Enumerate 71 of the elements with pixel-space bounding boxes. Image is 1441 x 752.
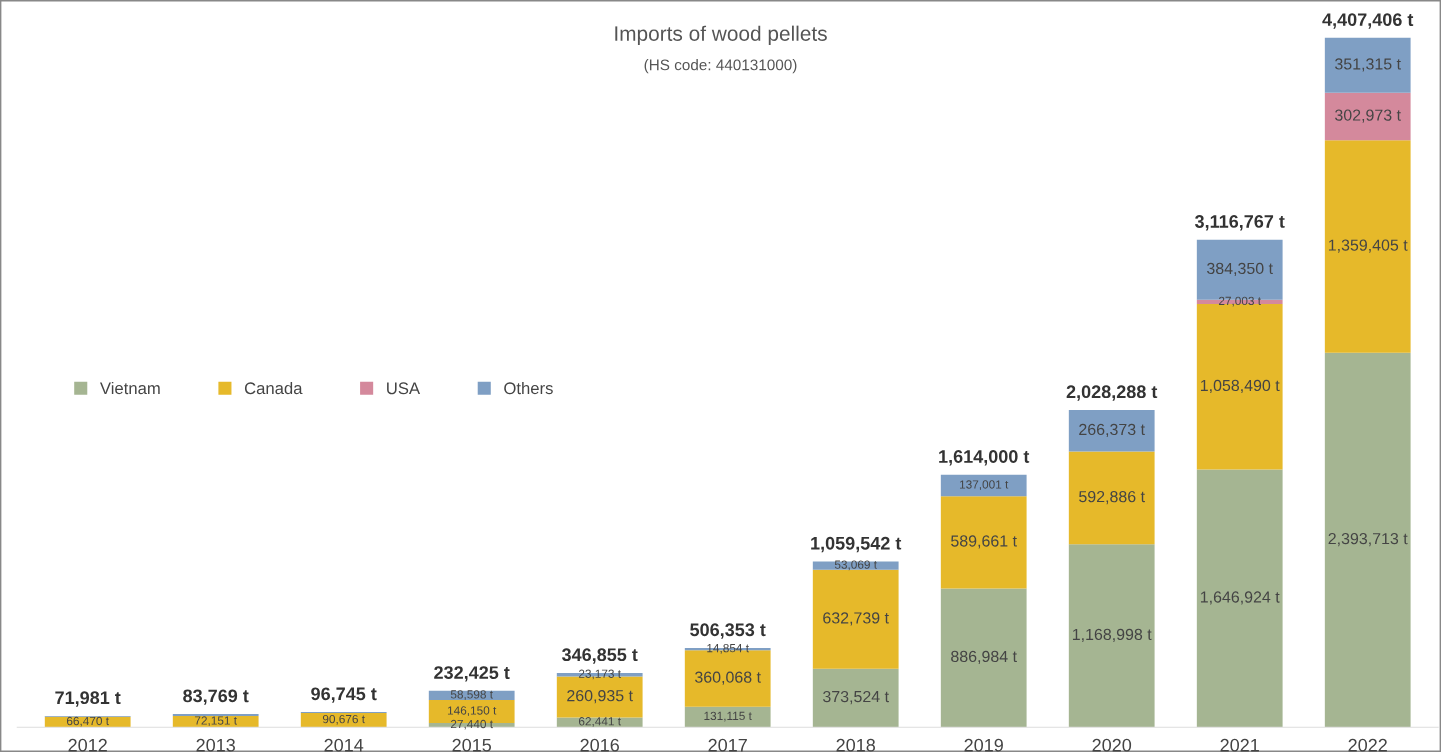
total-label: 83,769 t [183,689,249,705]
bar [812,668,899,728]
bar [300,713,387,728]
total-label: 232,425 t [434,666,510,682]
x-tick-label: 2016 [580,738,619,752]
total-label: 1,059,542 t [811,536,902,553]
bar [1068,409,1155,452]
data-label: 373,524 t [823,690,889,705]
data-label: 351,315 t [1335,58,1401,72]
x-tick-label: 2022 [1348,738,1387,752]
bar [1068,451,1155,545]
x-tick-label: 2020 [1092,738,1132,752]
bar [556,717,643,728]
data-label: 384,350 t [1207,262,1273,276]
x-tick-label: 2017 [708,738,747,752]
total-label: 1,614,000 t [939,450,1030,466]
data-label: 1,168,998 t [1072,628,1152,642]
data-label: 146,150 t [447,706,497,717]
data-label: 589,661 t [951,535,1017,549]
data-label: 1,058,490 t [1200,379,1280,393]
data-label: 131,115 t [704,711,752,722]
total-label: 506,353 t [690,623,766,639]
data-label: 137,001 t [960,480,1009,491]
data-label: 66,470 t [66,716,109,727]
bar [1068,544,1155,728]
data-label: 90,676 t [322,714,365,725]
data-label: 1,646,924 t [1200,591,1280,605]
x-tick-label: 2013 [196,738,235,752]
bar [1324,92,1411,141]
x-tick-label: 2019 [964,738,1003,752]
data-label: 53,069 t [834,560,877,571]
bar [812,561,899,570]
bar [684,706,771,728]
data-label: 62,441 t [578,717,621,727]
x-tick-label: 2015 [452,738,492,752]
bar [940,588,1027,728]
bar [1324,37,1411,93]
data-label: 592,886 t [1079,490,1145,505]
data-label: 14,854 t [707,643,749,654]
data-label: 886,984 t [951,650,1017,664]
total-label: 3,116,767 t [1194,215,1285,231]
data-label: 260,935 t [567,689,633,704]
data-label: 302,973 t [1335,109,1401,123]
data-label: 360,068 t [695,671,761,685]
data-label: 72,151 t [194,716,237,727]
total-label: 2,028,288 t [1066,385,1158,401]
x-tick-label: 2018 [836,738,876,752]
legend-label: USA [387,382,421,395]
total-label: 346,855 t [561,648,638,664]
bar [1324,140,1411,353]
legend-label: Others [504,381,553,395]
x-tick-label: 2014 [324,738,364,752]
x-tick-label: 2012 [68,738,107,752]
bar [940,474,1027,497]
data-label: 58,598 t [450,690,493,700]
total-label: 4,407,406 t [1322,13,1414,29]
data-label: 632,739 t [823,612,889,626]
x-tick-label: 2021 [1220,738,1259,752]
total-label: 71,981 t [55,691,121,707]
bar [1324,352,1411,728]
data-label: 1,359,405 t [1328,239,1408,253]
text: (HS code: 440131000) [644,59,797,74]
legend-label: Vietnam [99,381,160,395]
data-label: 2,393,713 t [1328,532,1408,547]
chart-title: Imports of wood pellets [615,25,827,46]
total-label: 96,745 t [311,687,377,703]
bar [940,496,1027,589]
bar [1196,469,1283,728]
bar [812,569,899,669]
legend-label: Canada [244,381,303,395]
data-label: 266,373 t [1079,423,1145,437]
